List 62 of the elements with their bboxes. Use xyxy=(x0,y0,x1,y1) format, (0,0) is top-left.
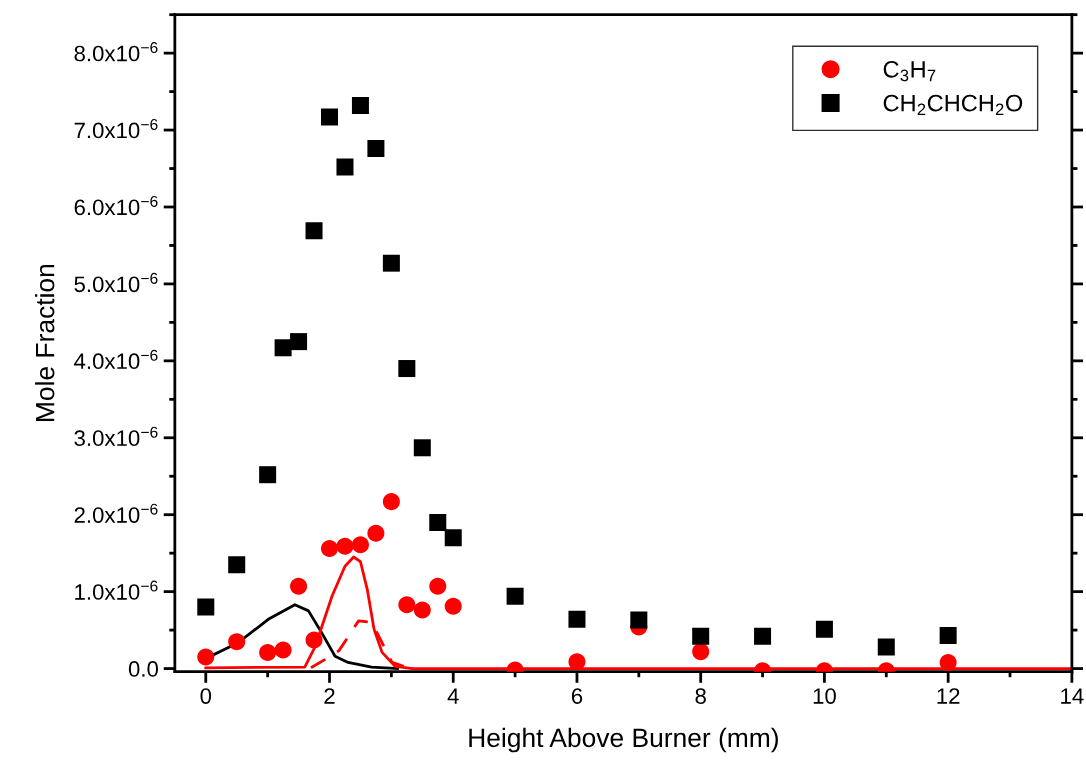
point xyxy=(197,598,215,616)
x-tick-label: 14 xyxy=(1061,688,1084,704)
point xyxy=(336,158,354,176)
point xyxy=(413,439,431,457)
x-tick-label: 0 xyxy=(200,688,212,704)
point xyxy=(228,633,246,651)
y-tick-label: 2.0x10$^{−6}$ xyxy=(74,503,158,523)
point xyxy=(382,254,400,272)
point xyxy=(274,339,292,357)
point xyxy=(367,140,385,158)
y-tick-label: 5.0x10$^{−6}$ xyxy=(74,272,158,293)
point xyxy=(259,643,277,661)
point xyxy=(351,96,369,114)
point xyxy=(398,596,416,614)
y-tick-label: 8.0x10$^{−6}$ xyxy=(74,42,158,62)
point xyxy=(351,536,369,554)
point xyxy=(305,222,323,240)
y-tick-label: 3.0x10$^{−6}$ xyxy=(74,426,158,447)
point xyxy=(692,643,710,661)
legend-label: C$_{3}$H$_{7}$ xyxy=(883,60,936,82)
x-tick-label: 10 xyxy=(813,688,836,704)
point xyxy=(754,627,772,645)
point xyxy=(429,513,447,531)
point xyxy=(290,333,308,351)
legend-label: CH$_{2}$CHCH$_{2}$O xyxy=(883,94,1023,115)
point xyxy=(274,641,292,659)
x-tick-label: 8 xyxy=(695,688,706,704)
point xyxy=(692,627,710,645)
point xyxy=(197,648,215,666)
point xyxy=(506,587,524,605)
x-tick-label: 4 xyxy=(447,688,459,704)
point xyxy=(382,493,400,511)
y-tick-label: 0.0 xyxy=(128,661,159,677)
x-tick-label: 6 xyxy=(571,688,583,704)
point xyxy=(429,577,447,595)
y-tick-label: 1.0x10$^{−6}$ xyxy=(75,580,158,600)
x-tick-label: 2 xyxy=(324,688,335,704)
y-tick-label: 4.0x10$^{−6}$ xyxy=(74,349,158,370)
point xyxy=(413,601,431,619)
point xyxy=(321,108,339,126)
point xyxy=(444,529,462,547)
point xyxy=(815,620,833,638)
point xyxy=(568,610,586,628)
point xyxy=(939,626,957,644)
point xyxy=(367,524,385,542)
point xyxy=(228,556,246,574)
x-axis-title: Height Above Burner (mm) xyxy=(469,727,778,753)
y-tick-label: 6.0x10$^{−6}$ xyxy=(74,195,158,216)
point xyxy=(939,653,957,671)
point xyxy=(336,537,354,555)
point xyxy=(568,653,586,671)
point xyxy=(321,540,339,558)
y-tick-label: 7.0x10$^{−6}$ xyxy=(74,119,158,139)
point xyxy=(259,466,277,484)
point xyxy=(877,638,895,656)
point xyxy=(290,577,308,595)
y-axis-title: Mole Fraction xyxy=(35,264,55,421)
point xyxy=(444,597,462,615)
point xyxy=(630,611,648,629)
point xyxy=(398,360,416,378)
x-tick-label: 12 xyxy=(937,688,960,704)
point xyxy=(305,631,323,649)
